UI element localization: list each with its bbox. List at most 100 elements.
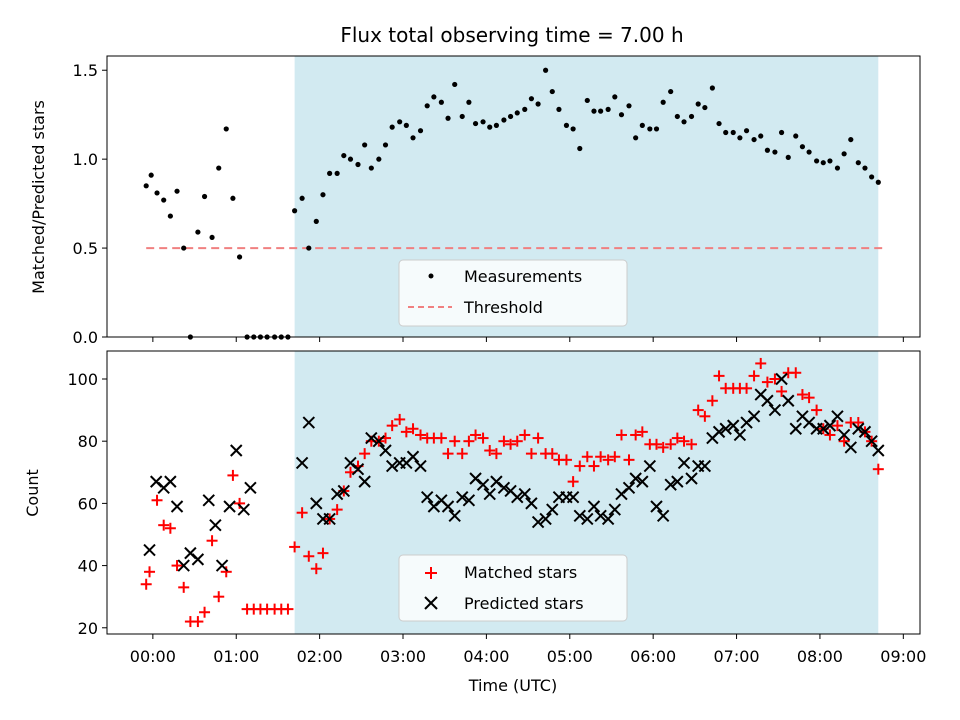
matched-star-point	[872, 463, 884, 475]
measurement-point	[785, 154, 791, 160]
predicted-star-point	[608, 503, 622, 516]
x-tick-label: 07:00	[713, 647, 759, 666]
matched-star-point	[519, 429, 531, 441]
measurement-point	[709, 85, 715, 91]
matched-star-point	[581, 451, 593, 463]
measurement-point	[368, 165, 374, 171]
matched-star-point	[678, 435, 690, 447]
predicted-star-point	[462, 494, 476, 507]
ratio-y-axis: 0.0 0.5 1.0 1.5	[73, 61, 107, 347]
x-tick-label: 04:00	[463, 647, 509, 666]
x-tick-label: 01:00	[213, 647, 259, 666]
measurement-point	[431, 94, 437, 100]
matched-star-point	[811, 404, 823, 416]
measurement-point	[424, 103, 430, 109]
matched-star-point	[852, 417, 864, 429]
measurement-point	[730, 129, 736, 136]
y-tick-label: 100	[67, 370, 98, 389]
predicted-star-point	[587, 500, 601, 513]
matched-star-point	[796, 389, 808, 401]
matched-star-point	[477, 432, 489, 444]
matched-star-point	[407, 423, 419, 435]
matched-star-point	[776, 385, 788, 397]
matched-star-point	[415, 429, 427, 441]
predicted-star-point	[775, 372, 788, 386]
predicted-star-point	[223, 500, 236, 513]
matched-star-point	[748, 370, 760, 382]
predicted-star-point	[677, 456, 691, 470]
matched-star-point	[317, 547, 329, 559]
predicted-star-point	[358, 475, 371, 488]
matched-star-point	[213, 591, 225, 603]
matched-star-point	[546, 448, 558, 460]
measurement-point	[869, 174, 875, 180]
measurement-point	[751, 136, 757, 143]
predicted-star-point	[323, 512, 336, 526]
matched-star-point	[713, 370, 725, 382]
measurement-point	[376, 156, 382, 162]
count-plot-frame	[106, 350, 921, 635]
matched-star-point	[199, 606, 211, 618]
predicted-star-point	[865, 434, 878, 448]
measurement-point	[674, 113, 680, 120]
predicted-star-point	[747, 410, 761, 423]
predicted-star-point	[143, 543, 156, 557]
ratio-y-label: Matched/Predicted stars	[29, 100, 48, 294]
legend-matched-label: Matched stars	[464, 563, 577, 582]
predicted-star-point	[594, 509, 607, 523]
measurement-point	[487, 124, 493, 130]
predicted-star-point	[237, 503, 250, 516]
measurement-point	[306, 245, 312, 251]
measurement-point	[814, 158, 820, 164]
predicted-star-point	[566, 490, 580, 504]
measurement-point	[355, 161, 361, 168]
ratio-plot-frame	[106, 55, 921, 338]
measurement-point	[209, 234, 215, 241]
predicted-star-point	[365, 431, 378, 445]
measurement-point	[438, 99, 444, 105]
predicted-star-point	[164, 475, 177, 488]
measurement-point	[737, 135, 743, 141]
measurement-point	[410, 135, 416, 141]
measurement-point	[875, 179, 881, 185]
y-tick-label: 20	[78, 619, 98, 638]
matched-star-point	[151, 494, 163, 506]
predicted-star-point	[698, 459, 712, 473]
matched-star-point	[671, 432, 683, 444]
matched-star-point	[567, 476, 579, 488]
y-tick-label: 0.5	[73, 239, 98, 258]
predicted-star-point	[782, 394, 795, 407]
measurement-point	[716, 120, 722, 127]
predicted-star-point	[497, 481, 511, 495]
measurement-point	[793, 133, 799, 139]
matched-star-point	[824, 429, 836, 441]
measurement-point	[313, 218, 319, 224]
count-panel: 20 40 60 80 100 00:00 01:00 02:00 03:00 04:00 05:…	[23, 350, 926, 695]
predicted-star-point	[337, 484, 351, 498]
matched-star-point	[220, 566, 232, 578]
measurement-point	[695, 101, 701, 107]
matched-star-point	[470, 429, 482, 441]
predicted-star-point	[872, 444, 885, 457]
measurement-point	[549, 88, 555, 95]
predicted-star-point	[483, 487, 496, 501]
matched-star-point	[144, 566, 156, 578]
measurement-point	[772, 149, 778, 155]
measurement-point	[143, 183, 149, 189]
predicted-star-point	[685, 472, 698, 485]
predicted-star-point	[671, 475, 684, 488]
matched-star-point	[449, 435, 461, 447]
matched-star-point	[699, 410, 711, 422]
measurement-point	[668, 88, 674, 95]
measurement-point	[647, 126, 653, 132]
matched-star-point	[623, 454, 635, 466]
count-legend: Matched stars Predicted stars	[398, 554, 628, 622]
predicted-star-point	[351, 462, 365, 476]
x-tick-label: 03:00	[380, 647, 426, 666]
matched-star-point	[769, 373, 781, 385]
matched-star-point	[636, 426, 648, 438]
measurement-point	[626, 103, 632, 109]
predicted-star-point	[601, 512, 615, 526]
matched-star-point	[602, 454, 614, 466]
matched-star-point	[282, 603, 294, 615]
